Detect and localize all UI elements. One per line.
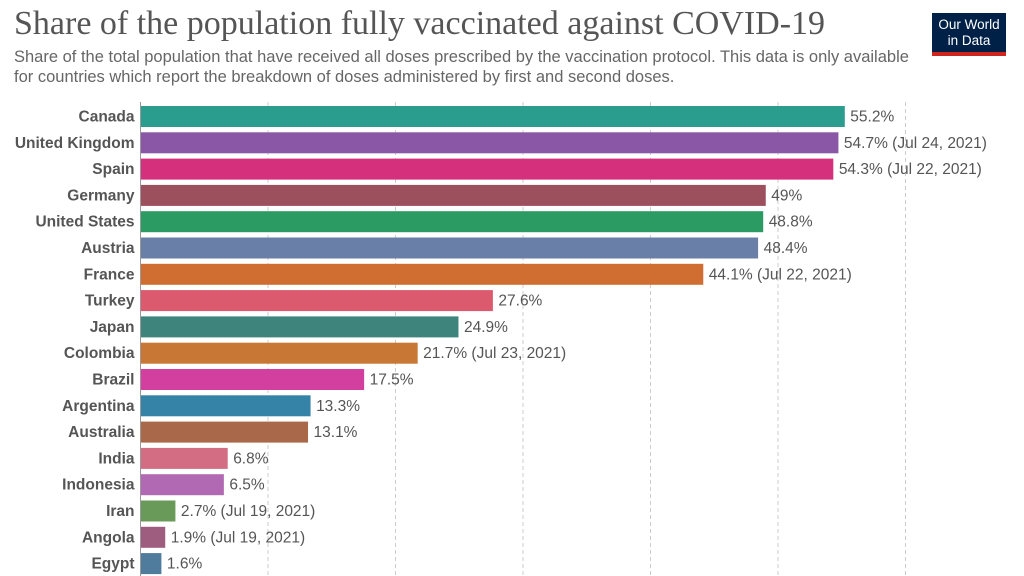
category-label: Japan bbox=[90, 319, 135, 336]
chart-subtitle: Share of the total population that have … bbox=[14, 48, 909, 86]
category-label: Canada bbox=[79, 109, 135, 126]
value-label: 13.3% bbox=[316, 398, 360, 415]
bar[interactable] bbox=[141, 474, 224, 496]
category-label: France bbox=[84, 266, 135, 283]
bar[interactable] bbox=[141, 237, 759, 259]
value-label: 27.6% bbox=[498, 293, 542, 310]
category-label: Austria bbox=[81, 240, 135, 257]
value-label: 1.9% (Jul 19, 2021) bbox=[171, 529, 305, 546]
value-label: 48.4% bbox=[764, 240, 808, 257]
value-label: 55.2% bbox=[850, 109, 894, 126]
category-label: Spain bbox=[92, 161, 134, 178]
value-label: 1.6% bbox=[167, 556, 203, 573]
bar[interactable] bbox=[141, 342, 418, 364]
chart-title: Share of the population fully vaccinated… bbox=[14, 5, 826, 42]
bar[interactable] bbox=[141, 158, 834, 180]
category-label: United States bbox=[35, 214, 134, 231]
value-label: 54.7% (Jul 24, 2021) bbox=[844, 135, 987, 152]
bar[interactable] bbox=[141, 211, 764, 233]
bar[interactable] bbox=[141, 421, 309, 443]
logo-line-1: Our World bbox=[938, 17, 1000, 32]
bar[interactable] bbox=[141, 369, 365, 390]
category-label: Australia bbox=[68, 424, 135, 441]
category-label: Angola bbox=[82, 529, 135, 546]
bar[interactable] bbox=[141, 290, 493, 312]
bar[interactable] bbox=[141, 263, 704, 285]
owid-logo[interactable]: Our World in Data bbox=[932, 13, 1006, 56]
category-label: Iran bbox=[106, 503, 134, 520]
category-label: Turkey bbox=[85, 293, 135, 310]
value-label: 49% bbox=[771, 187, 802, 204]
bar[interactable] bbox=[141, 553, 162, 575]
bar[interactable] bbox=[141, 526, 166, 548]
category-label: Germany bbox=[67, 187, 135, 204]
bar[interactable] bbox=[141, 132, 839, 154]
category-label: India bbox=[98, 450, 135, 467]
value-label: 48.8% bbox=[769, 214, 813, 231]
bar[interactable] bbox=[141, 395, 311, 417]
category-label: United Kingdom bbox=[15, 135, 135, 152]
category-label: Colombia bbox=[64, 345, 135, 362]
value-label: 21.7% (Jul 23, 2021) bbox=[423, 345, 566, 362]
bar[interactable] bbox=[141, 500, 176, 522]
category-label: Argentina bbox=[62, 398, 135, 415]
grid-lines bbox=[267, 102, 906, 576]
value-label: 44.1% (Jul 22, 2021) bbox=[709, 266, 852, 283]
category-label: Indonesia bbox=[62, 477, 135, 494]
bar[interactable] bbox=[141, 316, 459, 338]
value-label: 24.9% bbox=[464, 319, 508, 336]
value-label: 13.1% bbox=[314, 424, 358, 441]
value-label: 54.3% (Jul 22, 2021) bbox=[839, 161, 982, 178]
value-label: 6.8% bbox=[233, 450, 269, 467]
category-label: Brazil bbox=[92, 372, 134, 389]
logo-line-2: in Data bbox=[947, 33, 991, 48]
category-label: Egypt bbox=[91, 556, 134, 573]
value-label: 2.7% (Jul 19, 2021) bbox=[181, 503, 315, 520]
value-label: 17.5% bbox=[370, 372, 414, 389]
bar[interactable] bbox=[141, 106, 845, 127]
bar[interactable] bbox=[141, 184, 766, 206]
bar[interactable] bbox=[141, 447, 228, 469]
value-label: 6.5% bbox=[229, 477, 265, 494]
